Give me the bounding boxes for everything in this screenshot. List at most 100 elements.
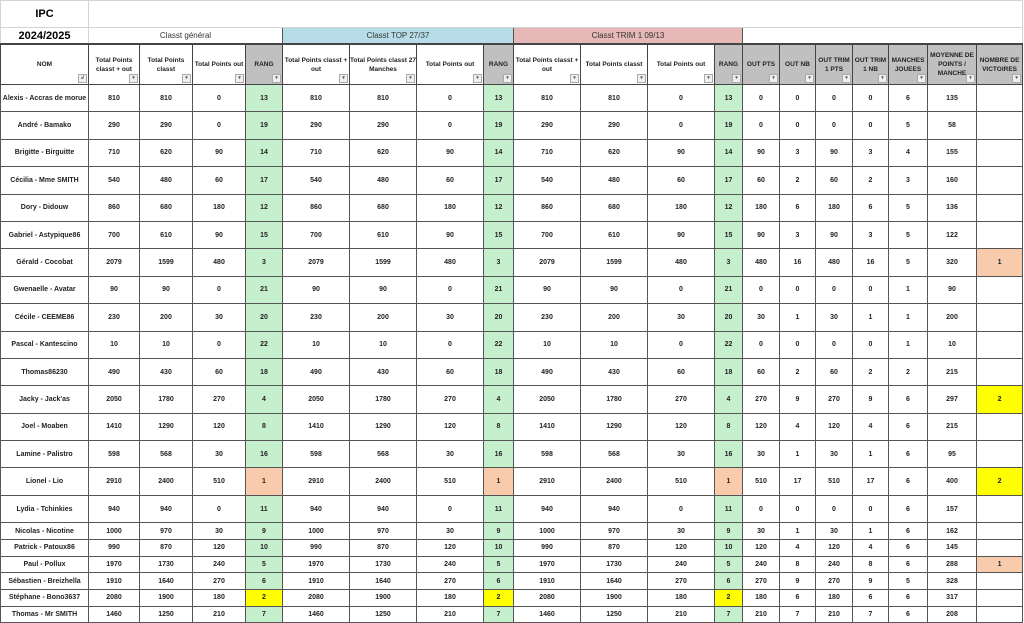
value-cell[interactable]: 6 xyxy=(888,538,928,557)
value-cell[interactable]: 598 xyxy=(513,440,581,469)
value-cell[interactable]: 0 xyxy=(852,83,889,113)
value-cell[interactable]: 6 xyxy=(888,83,928,113)
value-cell[interactable]: 122 xyxy=(927,220,977,250)
rang-cell[interactable]: 9 xyxy=(714,522,743,540)
value-cell[interactable]: 870 xyxy=(139,538,193,557)
value-cell[interactable]: 10 xyxy=(282,330,350,359)
rang-cell[interactable]: 13 xyxy=(483,83,514,113)
value-cell[interactable]: 135 xyxy=(927,83,977,113)
value-cell[interactable]: 2910 xyxy=(282,467,350,496)
player-name-cell[interactable]: Gabriel - Astypique86 xyxy=(0,220,89,250)
value-cell[interactable]: 290 xyxy=(580,111,648,140)
value-cell[interactable]: 120 xyxy=(742,538,780,557)
value-cell[interactable]: 10 xyxy=(139,330,193,359)
value-cell[interactable]: 870 xyxy=(349,538,417,557)
value-cell[interactable]: 240 xyxy=(742,555,780,574)
value-cell[interactable]: 270 xyxy=(815,385,853,414)
group-header-trim[interactable]: Classt TRIM 1 09/13 xyxy=(513,27,743,45)
group-header-general[interactable]: Classt général xyxy=(88,27,283,45)
value-cell[interactable]: 860 xyxy=(513,193,581,222)
rang-cell[interactable]: 11 xyxy=(483,494,514,524)
value-cell[interactable]: 60 xyxy=(647,166,715,195)
value-cell[interactable]: 17 xyxy=(852,467,889,496)
rang-cell[interactable]: 14 xyxy=(245,138,283,168)
player-name-cell[interactable]: Joel - Moaben xyxy=(0,412,89,442)
value-cell[interactable]: 0 xyxy=(416,330,484,359)
rang-cell[interactable]: 3 xyxy=(245,248,283,277)
value-cell[interactable]: 180 xyxy=(192,193,246,222)
player-name-cell[interactable]: Brigitte - Birguitte xyxy=(0,138,89,168)
value-cell[interactable]: 297 xyxy=(927,385,977,414)
value-cell[interactable]: 610 xyxy=(580,220,648,250)
value-cell[interactable]: 2079 xyxy=(282,248,350,277)
rang-cell[interactable]: 8 xyxy=(714,412,743,442)
value-cell[interactable]: 490 xyxy=(282,357,350,387)
value-cell[interactable]: 120 xyxy=(647,538,715,557)
value-cell[interactable]: 1970 xyxy=(88,555,140,574)
value-cell[interactable]: 215 xyxy=(927,357,977,387)
value-cell[interactable]: 60 xyxy=(416,357,484,387)
rang-cell[interactable]: 21 xyxy=(245,275,283,305)
value-cell[interactable]: 30 xyxy=(416,303,484,332)
rang-cell[interactable]: 6 xyxy=(714,572,743,590)
value-cell[interactable]: 1970 xyxy=(513,555,581,574)
group-header-top[interactable]: Classt TOP 27/37 xyxy=(282,27,514,45)
value-cell[interactable]: 510 xyxy=(647,467,715,496)
rang-cell[interactable]: 14 xyxy=(714,138,743,168)
value-cell[interactable]: 700 xyxy=(88,220,140,250)
value-cell[interactable]: 0 xyxy=(742,83,780,113)
value-cell[interactable]: 6 xyxy=(888,412,928,442)
value-cell[interactable]: 6 xyxy=(888,555,928,574)
filter-dropdown-icon[interactable]: ▾ xyxy=(473,74,482,83)
victories-cell[interactable] xyxy=(975,330,1024,359)
value-cell[interactable]: 810 xyxy=(139,83,193,113)
value-cell[interactable]: 120 xyxy=(192,412,246,442)
value-cell[interactable]: 1640 xyxy=(139,572,193,590)
value-cell[interactable]: 540 xyxy=(513,166,581,195)
value-cell[interactable]: 2400 xyxy=(580,467,648,496)
value-cell[interactable]: 540 xyxy=(282,166,350,195)
value-cell[interactable]: 990 xyxy=(282,538,350,557)
value-cell[interactable]: 90 xyxy=(647,220,715,250)
value-cell[interactable]: 0 xyxy=(852,494,889,524)
rang-cell[interactable]: 15 xyxy=(483,220,514,250)
victories-cell[interactable] xyxy=(975,111,1024,140)
value-cell[interactable]: 230 xyxy=(282,303,350,332)
value-cell[interactable]: 940 xyxy=(349,494,417,524)
rang-cell[interactable]: 21 xyxy=(714,275,743,305)
value-cell[interactable]: 120 xyxy=(815,538,853,557)
value-cell[interactable]: 2 xyxy=(779,166,816,195)
value-cell[interactable]: 568 xyxy=(580,440,648,469)
rang-cell[interactable]: 2 xyxy=(714,589,743,607)
rang-cell[interactable]: 19 xyxy=(483,111,514,140)
victories-cell[interactable]: 2 xyxy=(975,467,1024,496)
value-cell[interactable]: 1910 xyxy=(282,572,350,590)
player-name-cell[interactable]: André - Bamako xyxy=(0,111,89,140)
value-cell[interactable]: 60 xyxy=(742,166,780,195)
column-header[interactable]: Total Points classt + out ▾ xyxy=(282,43,350,85)
value-cell[interactable]: 270 xyxy=(416,572,484,590)
value-cell[interactable]: 0 xyxy=(192,111,246,140)
value-cell[interactable]: 0 xyxy=(192,83,246,113)
value-cell[interactable]: 6 xyxy=(888,385,928,414)
value-cell[interactable]: 430 xyxy=(349,357,417,387)
value-cell[interactable]: 30 xyxy=(647,440,715,469)
value-cell[interactable]: 290 xyxy=(88,111,140,140)
value-cell[interactable]: 0 xyxy=(852,330,889,359)
value-cell[interactable]: 1780 xyxy=(580,385,648,414)
filter-dropdown-icon[interactable]: ▾ xyxy=(805,74,814,83)
value-cell[interactable]: 90 xyxy=(815,138,853,168)
filter-dropdown-icon[interactable]: ▾ xyxy=(272,74,281,83)
value-cell[interactable]: 1410 xyxy=(513,412,581,442)
value-cell[interactable]: 1640 xyxy=(349,572,417,590)
filter-dropdown-icon[interactable]: ▾ xyxy=(406,74,415,83)
value-cell[interactable]: 290 xyxy=(349,111,417,140)
value-cell[interactable]: 1290 xyxy=(349,412,417,442)
column-header[interactable]: OUT PTS ▾ xyxy=(742,43,780,85)
value-cell[interactable]: 328 xyxy=(927,572,977,590)
value-cell[interactable]: 5 xyxy=(888,220,928,250)
value-cell[interactable]: 2079 xyxy=(88,248,140,277)
value-cell[interactable]: 510 xyxy=(416,467,484,496)
value-cell[interactable]: 30 xyxy=(192,522,246,540)
value-cell[interactable]: 1460 xyxy=(282,605,350,623)
